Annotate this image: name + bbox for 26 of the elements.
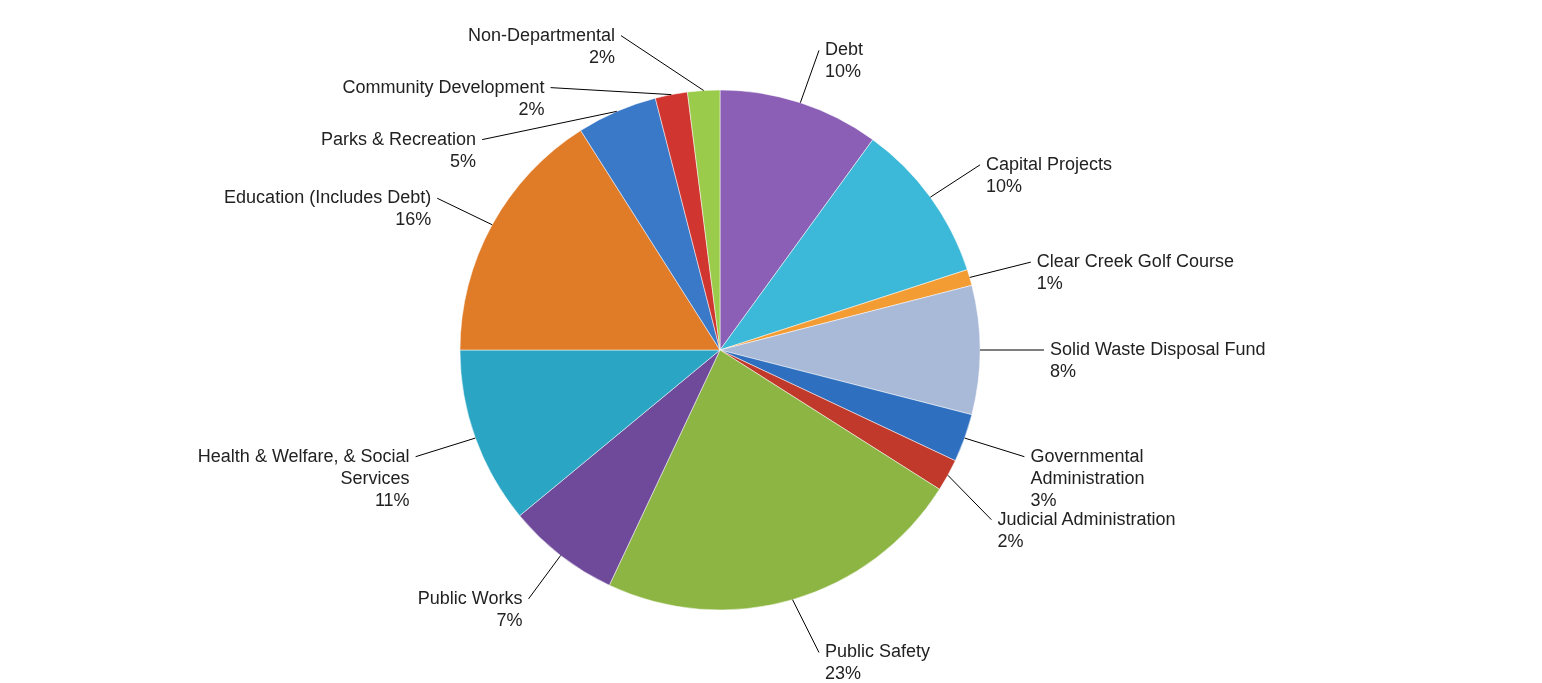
data-label: 2% [518,98,545,119]
data-label: 10% [986,175,1023,196]
data-label: 2% [997,530,1024,551]
data-label: 8% [1050,361,1077,381]
data-label: 16% [395,209,432,230]
data-label: 2% [588,46,615,67]
slice-label: Capital Projects [986,153,1113,174]
data-label: 10% [825,61,862,82]
slice-label: Judicial Administration [997,508,1176,529]
data-label: 11% [374,489,410,510]
data-label: 1% [1036,273,1063,294]
slice-label: Solid Waste Disposal Fund [1050,339,1266,359]
slice-label: Clear Creek Golf Course [1036,251,1234,272]
slice-label: Education (Includes Debt) [224,187,432,208]
slice-label: Health & Welfare, & Social Services [197,445,410,488]
slice-label: Governmental Administration [1030,445,1145,488]
slice-label: Public Works [417,587,523,608]
slice-label: Parks & Recreation [321,128,477,149]
data-label: 5% [450,150,477,171]
slice-label: Debt [825,39,864,60]
slice-label: Public Safety [825,641,931,662]
data-label: 3% [1030,489,1057,510]
slice-label: Non-Departmental [467,24,615,45]
data-label: 7% [496,609,523,630]
slice-label: Community Development [342,76,545,97]
data-label: 23% [825,663,862,683]
